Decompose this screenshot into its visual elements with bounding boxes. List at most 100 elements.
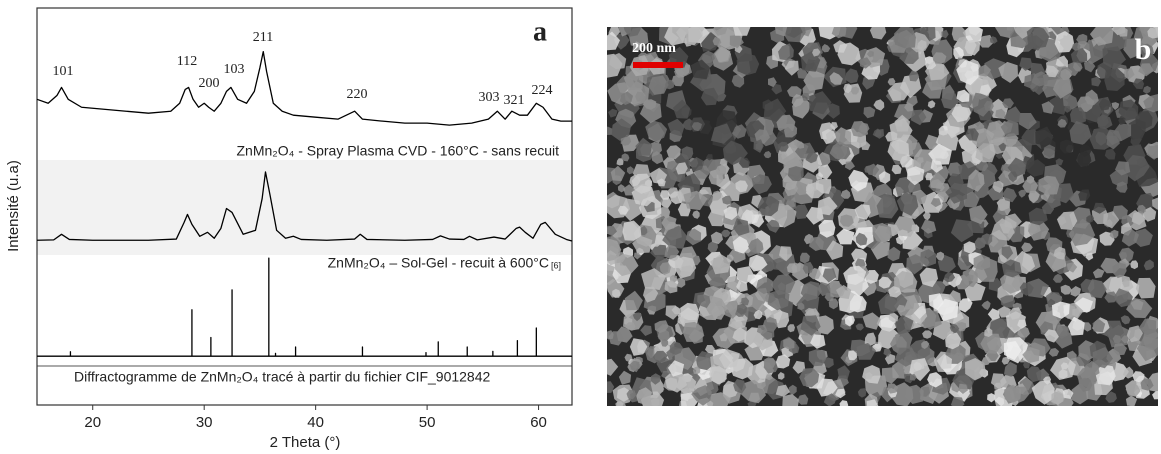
grain bbox=[1135, 111, 1153, 130]
grain bbox=[1095, 364, 1116, 386]
grain bbox=[925, 172, 933, 181]
grain bbox=[1041, 202, 1054, 215]
grain bbox=[786, 263, 797, 274]
grain bbox=[951, 103, 972, 123]
grain bbox=[967, 169, 985, 192]
grain bbox=[963, 191, 980, 208]
grain bbox=[894, 314, 914, 335]
grain bbox=[928, 143, 952, 165]
grain bbox=[751, 174, 772, 195]
grain bbox=[640, 325, 652, 336]
grain bbox=[691, 385, 712, 406]
grain bbox=[735, 180, 748, 193]
grain bbox=[1118, 247, 1134, 264]
grain bbox=[887, 383, 899, 394]
grain bbox=[1112, 262, 1127, 279]
grain bbox=[629, 338, 648, 356]
grain bbox=[1067, 316, 1085, 336]
grain bbox=[736, 280, 748, 293]
grain bbox=[1051, 390, 1064, 405]
grain bbox=[651, 373, 661, 385]
grain bbox=[1027, 278, 1050, 299]
grain bbox=[722, 195, 732, 205]
grain bbox=[779, 246, 793, 262]
grain bbox=[921, 340, 930, 349]
grain bbox=[808, 349, 827, 367]
peak-label: 303 bbox=[479, 90, 500, 105]
grain bbox=[821, 44, 831, 53]
grain bbox=[829, 141, 848, 160]
grain bbox=[626, 389, 636, 400]
grain bbox=[682, 321, 705, 342]
grain bbox=[1142, 207, 1157, 222]
grain bbox=[1113, 343, 1127, 356]
grain bbox=[607, 31, 620, 51]
grain bbox=[945, 332, 962, 350]
grain bbox=[882, 367, 900, 384]
grain bbox=[775, 354, 791, 369]
grain bbox=[1120, 315, 1131, 325]
grain bbox=[1113, 123, 1132, 142]
grain bbox=[723, 206, 738, 220]
grain bbox=[1062, 388, 1074, 399]
grain bbox=[826, 240, 844, 260]
grain bbox=[747, 363, 767, 385]
grain bbox=[665, 79, 675, 90]
grain bbox=[1111, 102, 1120, 110]
grain bbox=[756, 324, 768, 335]
grain bbox=[636, 387, 652, 405]
grain bbox=[649, 378, 664, 396]
grain bbox=[963, 241, 976, 254]
grain bbox=[878, 276, 892, 289]
grain bbox=[763, 357, 776, 370]
grain bbox=[969, 205, 988, 225]
grain bbox=[862, 365, 881, 384]
grain bbox=[843, 83, 852, 94]
grain bbox=[883, 348, 892, 357]
grain bbox=[1019, 57, 1033, 71]
grain bbox=[904, 102, 914, 112]
grain bbox=[791, 94, 804, 108]
plot-frame bbox=[36, 7, 573, 406]
grain bbox=[907, 180, 921, 194]
grain bbox=[677, 316, 685, 325]
grain bbox=[888, 313, 899, 322]
grain bbox=[706, 392, 731, 406]
grain bbox=[618, 370, 632, 385]
grain bbox=[792, 360, 806, 374]
grain bbox=[1000, 295, 1016, 308]
grain bbox=[1086, 215, 1094, 224]
grain bbox=[922, 330, 933, 339]
grain bbox=[1126, 297, 1153, 318]
grain bbox=[691, 122, 702, 132]
grain bbox=[1112, 334, 1122, 344]
grain bbox=[822, 268, 837, 283]
grain bbox=[1055, 158, 1064, 166]
grain bbox=[1064, 105, 1071, 113]
grain bbox=[1078, 377, 1093, 392]
grain bbox=[607, 126, 613, 135]
grain bbox=[1135, 277, 1156, 299]
grain bbox=[1138, 318, 1157, 336]
grain bbox=[1073, 61, 1083, 72]
grain bbox=[692, 210, 700, 219]
series-label: Diffractogramme de ZnMn₂O₄ tracé à parti… bbox=[74, 369, 491, 385]
grain bbox=[1083, 60, 1096, 73]
grain bbox=[740, 379, 766, 404]
grain bbox=[648, 75, 669, 95]
grain bbox=[831, 27, 847, 39]
grain bbox=[1084, 89, 1099, 106]
grain bbox=[800, 315, 821, 336]
grain bbox=[1054, 66, 1073, 80]
grain bbox=[835, 388, 846, 399]
grain bbox=[998, 61, 1018, 83]
grain bbox=[844, 315, 855, 327]
grain bbox=[1138, 63, 1154, 77]
grain bbox=[823, 393, 837, 406]
grain bbox=[1143, 259, 1154, 271]
grain bbox=[1035, 126, 1054, 146]
grain bbox=[683, 190, 708, 211]
grain bbox=[1136, 204, 1146, 214]
grain bbox=[815, 315, 834, 335]
grain bbox=[641, 268, 666, 290]
